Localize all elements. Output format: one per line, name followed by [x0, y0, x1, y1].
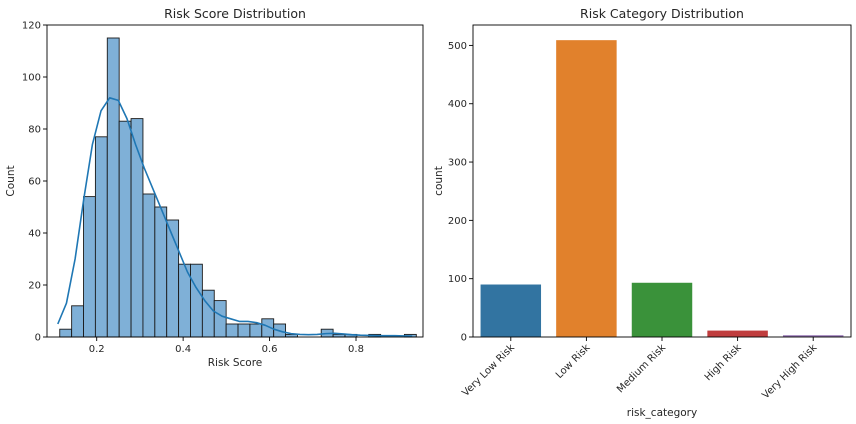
histogram-bar: [130, 118, 144, 338]
category-bar: [631, 282, 693, 337]
x-tick-label: 0.6: [262, 344, 278, 355]
histogram-title: Risk Score Distribution: [164, 6, 306, 21]
y-tick-label: 20: [28, 281, 41, 292]
x-tick-label: High Risk: [703, 342, 744, 383]
category-y-axis-label: count: [433, 166, 445, 196]
histogram-bar: [94, 136, 108, 338]
y-tick-label: 400: [448, 99, 467, 110]
y-tick-label: 100: [448, 274, 467, 285]
y-tick-label: 100: [22, 73, 41, 84]
histogram-bar: [190, 263, 203, 338]
category-x-axis-label: risk_category: [627, 407, 697, 419]
histogram-bar: [59, 328, 73, 338]
x-tick-label: Very Low Risk: [460, 342, 517, 399]
y-tick-label: 300: [448, 158, 467, 169]
histogram-bar: [237, 323, 251, 338]
histogram-bar: [213, 300, 227, 338]
histogram-bar: [106, 37, 120, 338]
histogram-bar: [83, 196, 96, 338]
x-tick-label: 0.4: [175, 344, 191, 355]
kde-curve: [57, 97, 413, 338]
y-tick-label: 40: [28, 229, 41, 240]
category-title: Risk Category Distribution: [580, 6, 744, 21]
histogram-bar: [154, 206, 168, 338]
x-tick-label: Very High Risk: [760, 342, 819, 401]
category-bar: [556, 40, 617, 337]
category-bar: [782, 335, 844, 337]
histogram-bar: [71, 305, 84, 338]
x-tick-label: Medium Risk: [615, 342, 668, 395]
y-tick-label: 200: [448, 216, 467, 227]
histogram-panel: Risk Score Distribution 0204060801001200…: [5, 6, 424, 369]
histogram-bar: [225, 323, 239, 338]
category-bar: [480, 284, 542, 337]
histogram-plot-area: 0 20 40 60 80 100 120 0.2 0.4 0.6 0.8: [22, 21, 424, 355]
histogram-bar: [118, 120, 132, 338]
x-tick-label: Low Risk: [554, 342, 593, 381]
histogram-bar: [249, 323, 263, 338]
category-plot-area: 0 100 200 300 400 500 Very Low Risk Low Risk Med…: [448, 24, 852, 401]
y-tick-label: 80: [28, 125, 41, 136]
histogram-x-axis-label: Risk Score: [208, 357, 263, 369]
histogram-bar: [142, 193, 156, 338]
histogram-bar: [201, 289, 215, 338]
x-tick-label: 0.2: [89, 344, 105, 355]
y-tick-label: 0: [461, 333, 467, 344]
x-tick-label: 0.8: [348, 344, 364, 355]
histogram-y-axis-label: Count: [5, 165, 17, 196]
y-tick-label: 0: [35, 333, 41, 344]
y-tick-label: 60: [28, 177, 41, 188]
y-tick-label: 120: [22, 21, 41, 32]
category-bar: [707, 330, 768, 337]
y-tick-label: 500: [448, 41, 467, 52]
category-panel: Risk Category Distribution 0 100 200 300 400…: [433, 6, 852, 419]
